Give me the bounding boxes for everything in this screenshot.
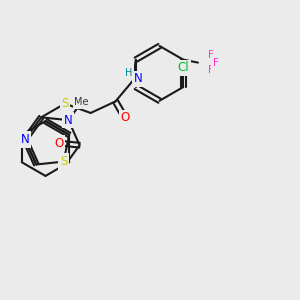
Text: N: N [21,133,29,146]
Text: S: S [60,155,67,168]
Text: F: F [208,65,214,75]
Text: H: H [125,68,132,78]
Text: O: O [120,112,130,124]
Text: S: S [61,97,69,110]
Text: O: O [55,136,64,149]
Text: Cl: Cl [177,61,189,74]
Text: Me: Me [74,97,89,107]
Text: F: F [208,50,214,60]
Text: N: N [64,114,73,127]
Text: N: N [134,73,143,85]
Text: F: F [213,58,219,68]
